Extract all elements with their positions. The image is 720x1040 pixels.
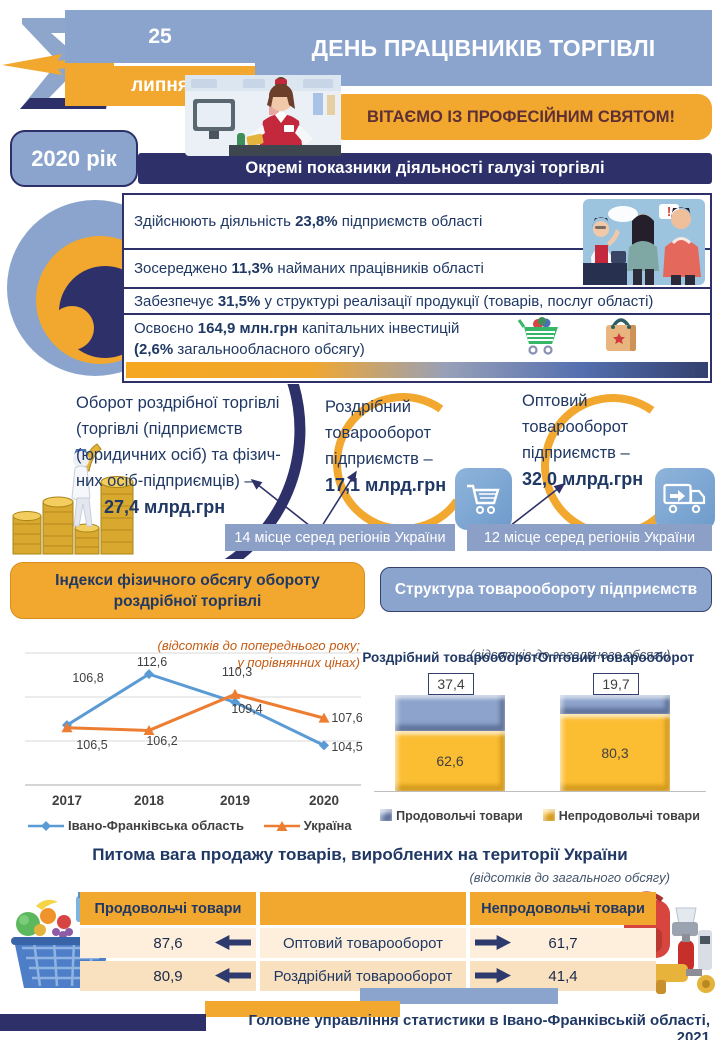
greeting-banner: ВІТАЄМО ІЗ ПРОФЕСІЙНИМ СВЯТОМ!: [330, 94, 712, 140]
stat-row-employees: Зосереджено 11,3% найманих працівників о…: [124, 248, 710, 287]
diamond-marker: [319, 740, 329, 751]
x-axis-label: 2020: [309, 793, 339, 808]
stat-row-investments: Освоєно 164,9 млн.грн капітальних інвест…: [124, 313, 710, 361]
retail-cart-icon: [455, 468, 512, 530]
value-label: 106,5: [76, 738, 107, 752]
coins-illustration: [12, 443, 134, 555]
customers-illustration: !: [583, 199, 705, 285]
table-cell-food-retail: 80,9: [80, 961, 256, 991]
legend-item-ukraine: Україна: [263, 818, 352, 833]
bar-category-retail: Роздрібний товарооборот: [362, 650, 538, 665]
value-label: 112,6: [137, 655, 167, 669]
bar-callout-food: 19,7: [593, 673, 639, 695]
retail-rank-badge: 14 місце серед регіонів України: [225, 524, 455, 551]
line-chart-subtitle: (відсотків до попереднього року; у порівн…: [157, 638, 360, 670]
legend-item-region: Івано-Франківська область: [28, 818, 244, 833]
legend-marker-diamond: [28, 821, 65, 831]
legend-swatch-food: [380, 809, 393, 821]
section-title: Окремі показники діяльності галузі торгі…: [138, 153, 712, 184]
value-label: 107,6: [331, 711, 362, 725]
sales-share-subtitle: (відсотків до загального обсягу): [469, 870, 670, 885]
bar-chart-legend: Продовольчі товари Непродовольчі товари: [368, 809, 712, 823]
table-header-food: Продовольчі товари: [80, 892, 256, 925]
table-header-nonfood: Непродовольчі товари: [470, 892, 656, 925]
triangle-marker: [318, 712, 330, 723]
svg-text:!: !: [667, 204, 671, 219]
value-label: 109,4: [231, 702, 262, 716]
footer-credit: Головне управління статистики в Івано-Фр…: [248, 1012, 710, 1040]
table-row-label-wholesale: Оптовий товарооборот: [260, 928, 466, 958]
legend-item-food: Продовольчі товари: [380, 809, 523, 823]
value-label: 106,8: [72, 671, 103, 685]
triangle-marker: [229, 688, 241, 699]
stat-row-sales-share: Забезпечує 31,5% у структурі реалізації …: [124, 287, 710, 313]
bar-segment-food: [395, 695, 505, 731]
triangle-marker: [61, 722, 73, 733]
bar-chart-title: Структура товарообороту підприємств: [380, 567, 712, 612]
key-indicators-panel: Здійснюють діяльність 23,8% підприємств …: [122, 193, 712, 383]
stair-bar-navy: [0, 1014, 206, 1031]
wholesale-value: 32,0 млрд.грн: [522, 469, 644, 489]
bar-callout-food: 37,4: [428, 673, 474, 695]
stair-bar-orange: [205, 1001, 400, 1017]
stair-bar-blue: [360, 988, 558, 1004]
bar-category-wholesale: Оптовий товарооборот: [537, 650, 695, 665]
retail-total-text: Оборот роздрібної торгівлі (торгівлі (пі…: [76, 394, 281, 517]
table-cell-food-wholesale: 87,6: [80, 928, 256, 958]
decor-circle-inner: [50, 306, 94, 350]
page-title: ДЕНЬ ПРАЦІВНИКІВ ТОРГІВЛІ: [255, 10, 712, 86]
wholesale-text: Оптовий товарооборот підприємств – 32,0 …: [522, 392, 644, 489]
wholesale-rank-badge: 12 місце серед регіонів України: [467, 524, 712, 551]
legend-item-nonfood: Непродовольчі товари: [542, 809, 700, 823]
bar-segment-food: [560, 695, 670, 714]
retail-total-value: 27,4 млрд.грн: [104, 497, 226, 517]
value-label: 104,5: [331, 740, 362, 754]
right-arrow-icon: [475, 935, 511, 950]
value-label: 110,3: [222, 665, 252, 679]
triangle-marker: [143, 724, 155, 735]
bar-chart-subtitle: (відсотків до загального обсягу): [469, 647, 671, 662]
value-label: 106,2: [146, 734, 177, 748]
right-arrow-icon: [475, 968, 511, 983]
date-day: 25: [65, 10, 255, 63]
table-row-label-retail: Роздрібний товарооборот: [260, 961, 466, 991]
table-cell-nonfood-retail: 41,4: [470, 961, 656, 991]
x-axis-label: 2019: [220, 793, 250, 808]
bar-axis-line: [374, 791, 706, 792]
bar-value-nonfood: 80,3: [601, 744, 629, 761]
cashier-illustration: [185, 75, 341, 156]
left-arrow-icon: [215, 968, 251, 983]
series-line-0: [66, 672, 325, 747]
line-chart: 2017 2018 2019 2020 106,8 112,6 109,4 104,5 106,…: [25, 652, 363, 808]
legend-marker-triangle: [263, 821, 300, 831]
bar-segment-nonfood: [395, 731, 505, 791]
table-header-spacer: [260, 892, 466, 925]
diamond-marker: [144, 669, 154, 680]
year-badge: 2020 рік: [10, 130, 138, 187]
left-arrow-icon: [215, 935, 251, 950]
diamond-marker: [230, 697, 240, 708]
gradient-divider: [126, 362, 708, 378]
shopping-cart-icon: [517, 317, 558, 355]
sales-share-title: Питома вага продажу товарів, вироблених …: [92, 845, 628, 864]
shopping-bag-icon: [606, 318, 636, 351]
line-chart-title: Індекси фізичного обсягу обороту роздріб…: [10, 562, 365, 619]
series-line-1: [66, 692, 325, 732]
badge-pointer-arrows: [250, 470, 566, 527]
sales-share-table: Продовольчі товари Непродовольчі товари …: [80, 892, 656, 991]
legend-swatch-nonfood: [542, 809, 555, 821]
stat-row-enterprises: Здійснюють діяльність 23,8% підприємств …: [134, 213, 483, 230]
bar-segment-nonfood: [560, 714, 670, 791]
table-cell-nonfood-wholesale: 61,7: [470, 928, 656, 958]
x-axis-label: 2018: [134, 793, 165, 808]
wholesale-truck-icon: [655, 468, 715, 530]
stacked-bar-chart: Роздрібний товарооборот Оптовий товарооб…: [362, 648, 712, 834]
x-axis-label: 2017: [52, 793, 82, 808]
bar-value-nonfood: 62,6: [436, 753, 464, 769]
line-chart-legend: Івано-Франківська область Україна: [15, 818, 365, 833]
